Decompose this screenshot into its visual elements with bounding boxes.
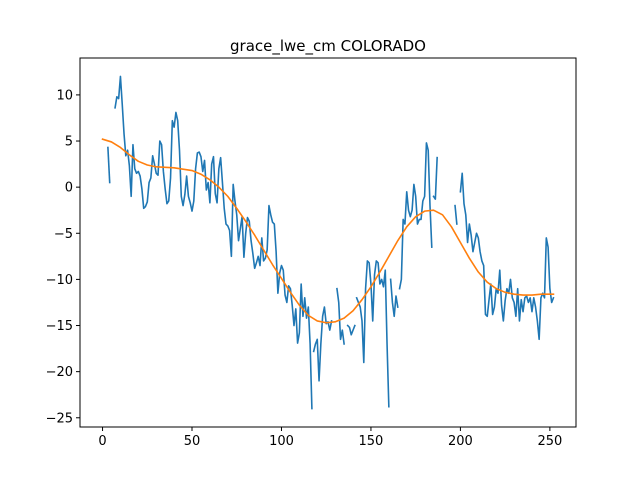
series-layer: [101, 75, 555, 410]
series-1-line-segment-5: [346, 324, 356, 336]
series-1-line-segment-3: [312, 306, 333, 382]
x-tick-label: 200: [448, 434, 473, 449]
series-1-line-segment-8: [398, 142, 433, 290]
x-tick-label: 250: [537, 434, 562, 449]
series-1-line-segment-9: [432, 156, 438, 200]
plot-frame: [79, 57, 577, 428]
x-tick-label: 100: [269, 434, 294, 449]
series-1-line-segment-4: [336, 287, 345, 345]
y-tick-label: −25: [46, 411, 73, 426]
y-tick-label: −5: [54, 227, 73, 242]
y-tick-label: −20: [46, 365, 73, 380]
x-tick-label: 50: [184, 434, 201, 449]
y-tick-label: −15: [46, 319, 73, 334]
series-1-line-segment-1: [107, 146, 111, 184]
series-1-line-segment-2: [114, 75, 313, 410]
chart-title: grace_lwe_cm COLORADO: [230, 37, 426, 56]
series-1-line-segment-10: [454, 204, 458, 225]
series-1-line-segment-7: [389, 278, 399, 318]
y-tick-label: 10: [56, 88, 73, 103]
y-tick-label: 0: [65, 181, 73, 196]
y-tick-label: −10: [46, 273, 73, 288]
series-1-line-segment-11: [459, 172, 555, 341]
x-tick-label: 0: [98, 434, 106, 449]
series-2-line-segment-1: [101, 138, 555, 324]
x-tick-label: 150: [359, 434, 384, 449]
series-1-line-segment-6: [355, 260, 390, 408]
y-tick-label: 5: [65, 135, 73, 150]
